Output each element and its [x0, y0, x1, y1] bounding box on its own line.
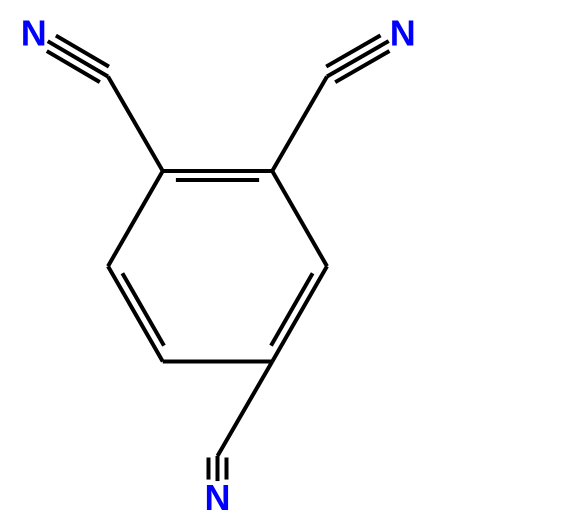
chemical-structure-diagram: N N N: [0, 0, 587, 523]
atom-label-n3: N: [205, 477, 231, 518]
atom-label-n2: N: [390, 13, 416, 54]
atom-label-n1: N: [21, 13, 47, 54]
